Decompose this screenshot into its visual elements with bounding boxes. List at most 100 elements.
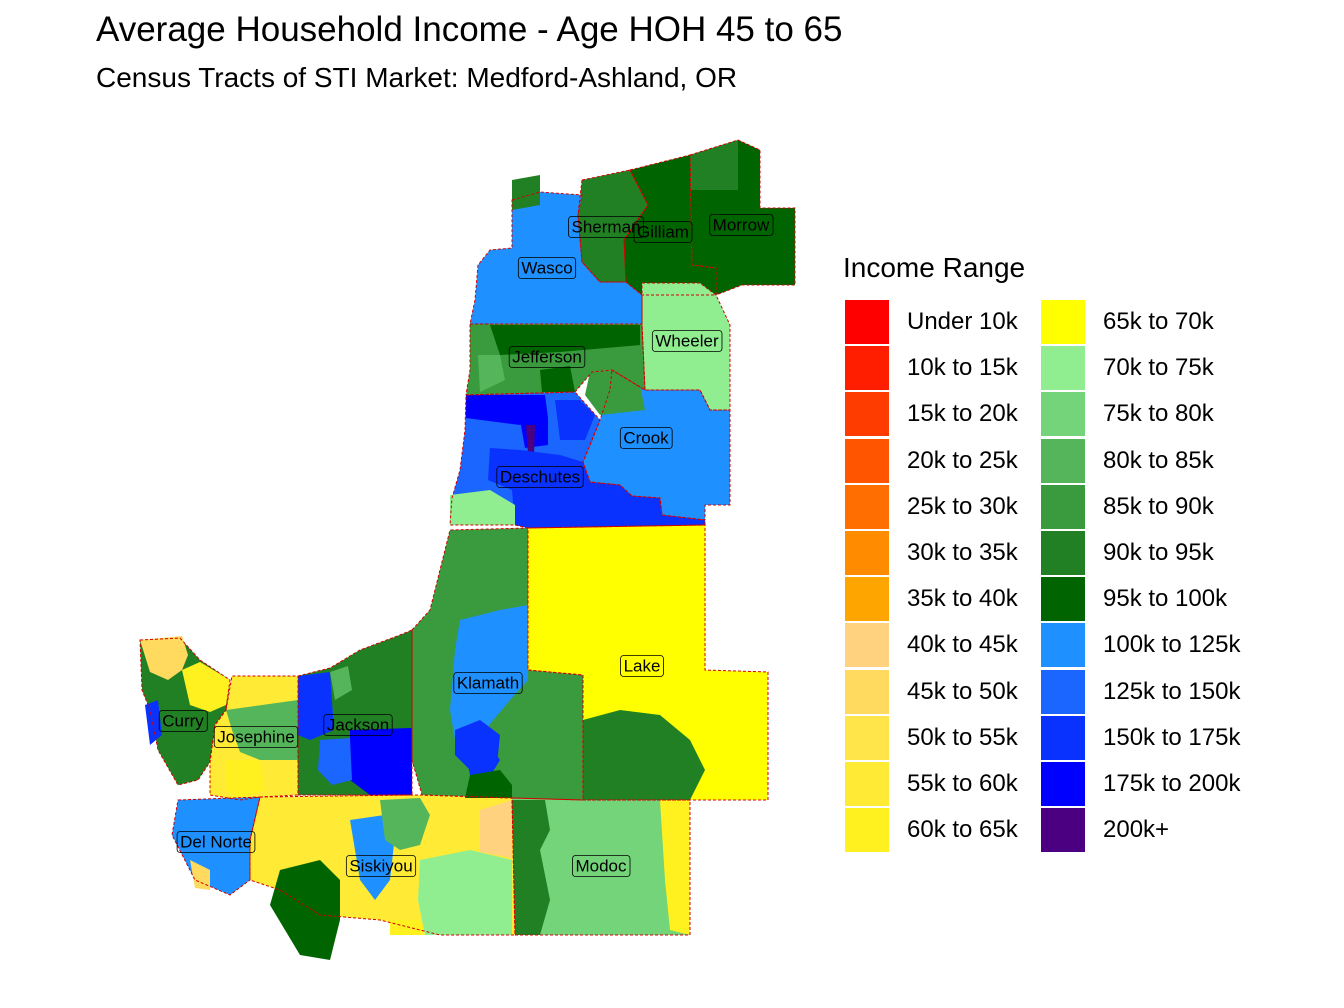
legend-label: 70k to 75k — [1103, 354, 1214, 382]
legend-item: Under 10k — [845, 300, 1085, 344]
county-label-box — [508, 346, 586, 368]
county-name: Jefferson — [512, 348, 582, 367]
legend-item: 55k to 60k — [845, 762, 1085, 806]
legend-item: 25k to 30k — [845, 484, 1085, 529]
tract-polygon — [270, 860, 340, 960]
legend-item: 65k to 70k — [1041, 300, 1281, 344]
legend-label: 90k to 95k — [1103, 539, 1214, 566]
county-label-box — [345, 855, 417, 877]
county-label-klamath: Klamath — [453, 672, 523, 694]
map-subtitle: Census Tracts of STI Market: Medford-Ash… — [96, 62, 738, 93]
county-label-box — [651, 330, 723, 352]
tract-polygon — [690, 140, 738, 190]
legend-swatch — [1041, 438, 1085, 483]
county-border-klamath — [411, 527, 584, 801]
tract-polygon — [466, 395, 548, 425]
county-label-box — [633, 221, 693, 243]
legend-label: 75k to 80k — [1103, 400, 1214, 428]
county-label-curry: Curry — [158, 710, 208, 732]
county-label-sherman: Sherman — [568, 216, 644, 238]
county-label-wasco: Wasco — [517, 257, 577, 279]
county-label-del-norte: Del Norte — [176, 831, 256, 853]
legend-item: 85k to 90k — [1041, 484, 1281, 529]
legend-swatch — [1041, 623, 1085, 668]
legend-swatch — [1041, 346, 1085, 391]
map-title: Average Household Income - Age HOH 45 to… — [96, 10, 843, 49]
county-fill-gilliam — [624, 155, 716, 295]
tract-polygon — [140, 636, 188, 680]
legend-item: 100k to 125k — [1041, 623, 1281, 668]
legend-swatch — [845, 438, 889, 483]
county-border-wasco — [469, 191, 643, 325]
legend-label: 65k to 70k — [1103, 308, 1214, 335]
county-label-box — [176, 831, 256, 853]
county-name: Siskiyou — [349, 857, 412, 876]
tract-polygon — [350, 815, 395, 900]
legend-label: 80k to 85k — [1103, 446, 1214, 474]
county-label-deschutes: Deschutes — [496, 466, 584, 488]
county-fill-sherman — [578, 170, 648, 282]
legend-label: 125k to 150k — [1103, 677, 1241, 705]
legend-item: 175k to 200k — [1041, 762, 1281, 806]
legend-item: 45k to 50k — [845, 669, 1085, 714]
county-name: Sherman — [572, 218, 641, 237]
county-name: Gilliam — [637, 223, 689, 242]
county-label-morrow: Morrow — [709, 214, 774, 236]
tract-polygon — [512, 175, 540, 210]
legend-swatch — [845, 715, 889, 760]
county-label-lake: Lake — [620, 655, 664, 677]
county-border-deschutes — [449, 391, 706, 529]
legend-item: 150k to 175k — [1041, 715, 1281, 760]
legend-swatch — [1041, 669, 1085, 714]
tract-polygon — [490, 325, 640, 355]
county-name: Curry — [162, 712, 204, 731]
county-label-box — [619, 427, 673, 449]
legend-label: 60k to 65k — [907, 816, 1018, 844]
tract-polygon — [478, 355, 505, 392]
county-label-box — [158, 710, 208, 732]
tract-polygon — [526, 425, 535, 455]
legend-swatch — [845, 808, 889, 853]
county-label-josephine: Josephine — [213, 726, 299, 748]
tract-polygon — [190, 860, 210, 890]
legend-label: 95k to 100k — [1103, 585, 1228, 613]
tract-detail-layer — [140, 140, 795, 960]
county-name: Wheeler — [655, 332, 719, 351]
legend-item: 10k to 15k — [845, 346, 1085, 391]
county-name: Jackson — [327, 716, 389, 735]
legend-label: 200k+ — [1103, 816, 1170, 844]
legend-item: 80k to 85k — [1041, 438, 1281, 483]
legend-swatch — [845, 484, 889, 529]
legend-swatch — [845, 623, 889, 668]
legend-swatch — [1041, 531, 1085, 575]
county-border-siskiyou — [249, 794, 516, 936]
county-name: Deschutes — [500, 468, 580, 487]
tract-polygon — [512, 800, 550, 935]
legend-item: 95k to 100k — [1041, 577, 1281, 622]
county-border-modoc — [511, 797, 691, 936]
tract-polygon — [465, 770, 512, 798]
tract-polygon — [298, 672, 334, 740]
tract-polygon — [583, 710, 705, 800]
legend-swatch — [1041, 392, 1085, 437]
tract-polygon — [465, 745, 500, 780]
legend-swatch — [1041, 300, 1085, 344]
county-name: Crook — [623, 429, 669, 448]
tract-polygon — [178, 798, 250, 893]
county-label-box — [323, 714, 393, 736]
legend-swatch — [1041, 715, 1085, 760]
legend-item: 40k to 45k — [845, 623, 1085, 668]
legend-label: Under 10k — [907, 308, 1018, 335]
legend-label: 150k to 175k — [1103, 723, 1241, 751]
legend-item: 125k to 150k — [1041, 669, 1281, 714]
county-label-box — [453, 672, 523, 694]
county-name: Klamath — [457, 674, 519, 693]
county-border-del-norte — [171, 796, 261, 896]
tract-polygon — [225, 760, 265, 798]
legend-swatch — [1041, 484, 1085, 529]
county-name: Morrow — [713, 216, 770, 235]
legend-item: 35k to 40k — [845, 577, 1085, 622]
legend-label: 50k to 55k — [907, 723, 1018, 751]
